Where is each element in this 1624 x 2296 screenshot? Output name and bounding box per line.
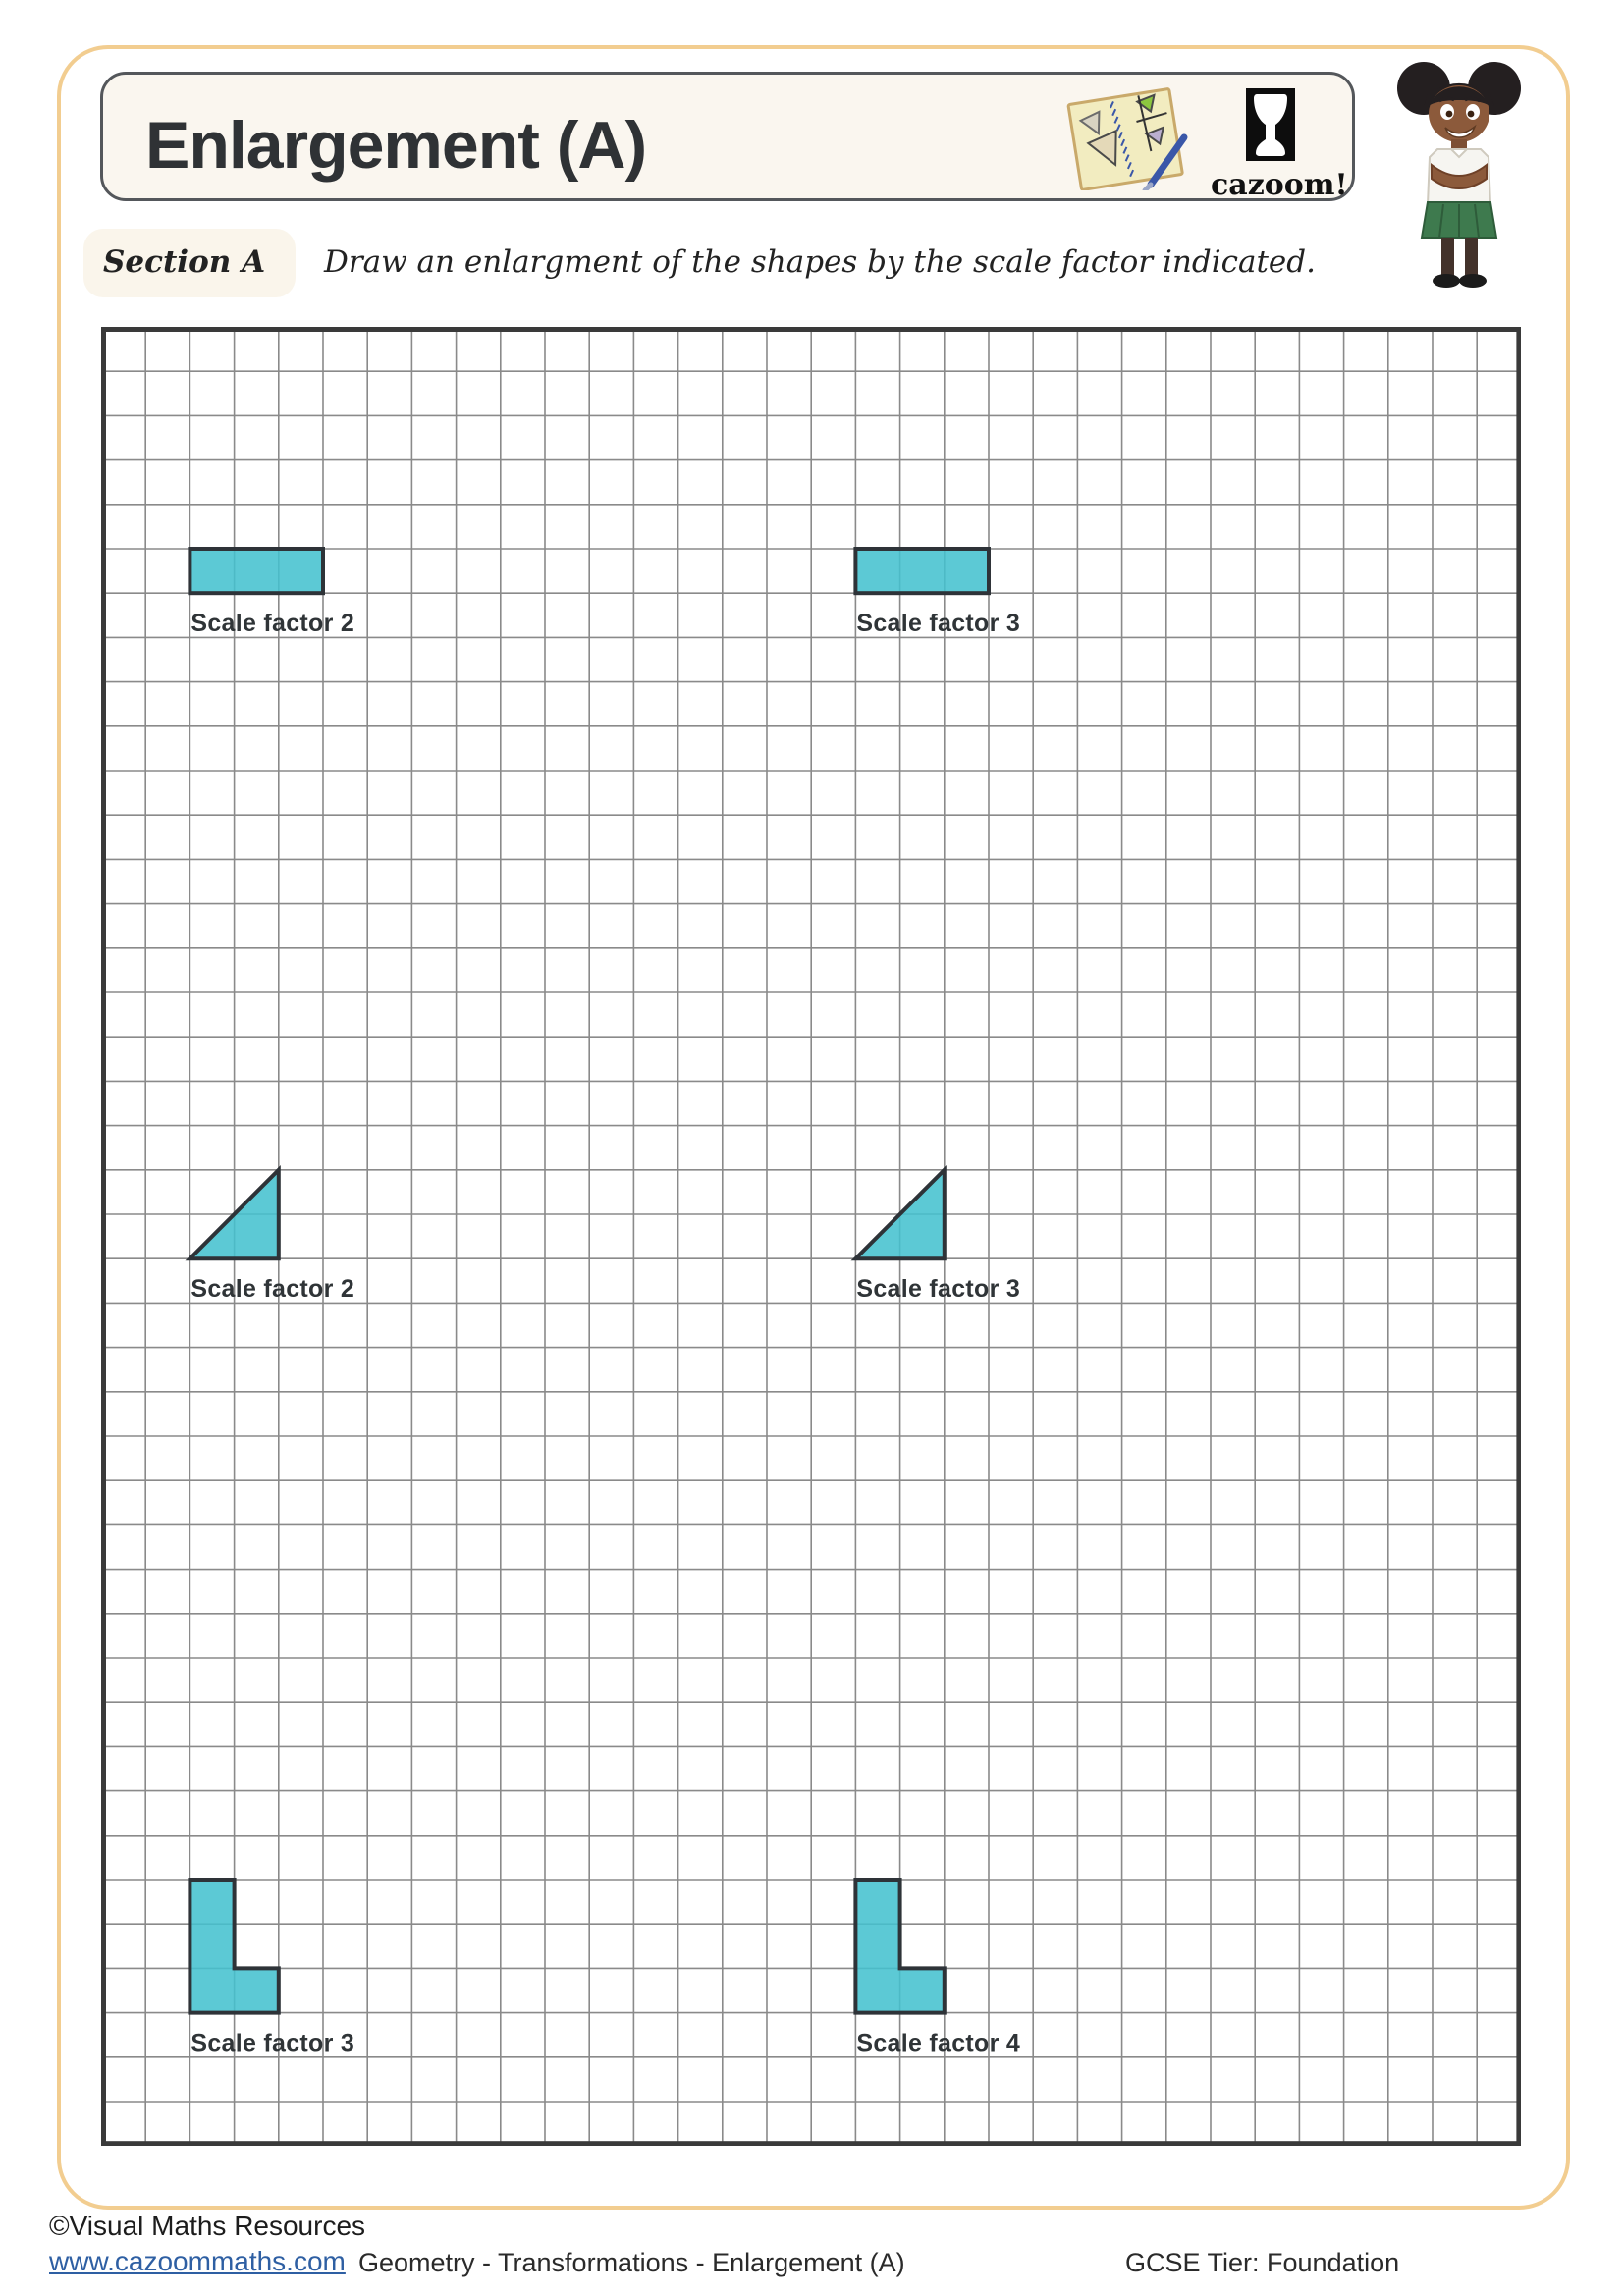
triangle-scale-factor-3-label: Scale factor 3: [856, 1275, 1020, 1303]
grid-svg: Scale factor 2 Scale factor 3 Scale factor…: [101, 326, 1522, 2147]
rectangle-scale-factor-2-label: Scale factor 2: [190, 610, 354, 637]
footer-topic: Geometry - Transformations - Enlargement…: [358, 2248, 905, 2277]
cazoom-logo: cazoom!: [1211, 88, 1348, 202]
footer-copyright: ©Visual Maths Resources: [49, 2211, 366, 2241]
rectangle-scale-factor-3: [853, 546, 991, 596]
footer-website-link[interactable]: www.cazoommaths.com: [49, 2246, 346, 2276]
rectangle-scale-factor-2: [188, 546, 325, 596]
footer-tier: GCSE Tier: Foundation: [1125, 2248, 1400, 2277]
triangle-scale-factor-2: [185, 1164, 281, 1261]
l-shape-scale-factor-4-label: Scale factor 4: [856, 2030, 1020, 2057]
section-instruction: Draw an enlargment of the shapes by the …: [324, 244, 1316, 280]
section-a-label: Section A: [103, 244, 266, 280]
rectangle-scale-factor-3-label: Scale factor 3: [856, 610, 1020, 637]
grid-border: [101, 326, 1522, 2147]
page-border: [57, 45, 1570, 2210]
l-shape-scale-factor-3: [188, 1877, 281, 2015]
page-title: Enlargement (A): [145, 108, 647, 183]
grid-lines: [101, 327, 1522, 2147]
cazoom-logo-text: cazoom!: [1211, 168, 1348, 202]
l-shape-scale-factor-3-label: Scale factor 3: [190, 2030, 354, 2057]
student-character-illustration: [1394, 55, 1524, 289]
worksheet-header: Enlargement (A): [100, 72, 1355, 202]
worksheet-grid: Scale factor 2 Scale factor 3 Scale factor…: [101, 326, 1522, 2151]
section-a-pill: Section A: [83, 229, 296, 297]
triangle-scale-factor-3: [850, 1164, 947, 1261]
notebook-sketch-icon: [1060, 86, 1190, 193]
l-shape-scale-factor-4: [853, 1877, 947, 2015]
drum-icon: [1246, 88, 1295, 161]
triangle-scale-factor-2-label: Scale factor 2: [190, 1275, 354, 1303]
